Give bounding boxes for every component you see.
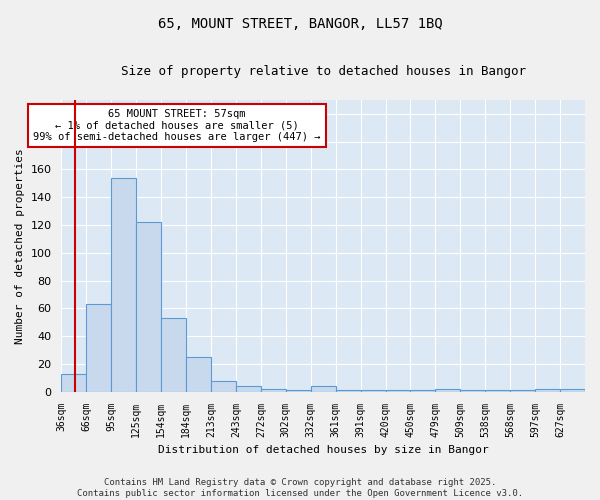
- Bar: [335, 390, 361, 392]
- Bar: [485, 390, 510, 392]
- Bar: [286, 390, 311, 392]
- Bar: [535, 389, 560, 392]
- Text: Contains HM Land Registry data © Crown copyright and database right 2025.
Contai: Contains HM Land Registry data © Crown c…: [77, 478, 523, 498]
- Bar: [560, 389, 585, 392]
- Bar: [186, 357, 211, 392]
- Title: Size of property relative to detached houses in Bangor: Size of property relative to detached ho…: [121, 65, 526, 78]
- Bar: [410, 390, 436, 392]
- Text: 65 MOUNT STREET: 57sqm
← 1% of detached houses are smaller (5)
99% of semi-detac: 65 MOUNT STREET: 57sqm ← 1% of detached …: [33, 109, 320, 142]
- Bar: [61, 374, 86, 392]
- Bar: [161, 318, 186, 392]
- Bar: [460, 390, 485, 392]
- Bar: [86, 304, 111, 392]
- Text: 65, MOUNT STREET, BANGOR, LL57 1BQ: 65, MOUNT STREET, BANGOR, LL57 1BQ: [158, 18, 442, 32]
- Bar: [236, 386, 261, 392]
- Bar: [261, 389, 286, 392]
- Bar: [436, 389, 460, 392]
- Y-axis label: Number of detached properties: Number of detached properties: [15, 148, 25, 344]
- Bar: [510, 390, 535, 392]
- Bar: [361, 390, 386, 392]
- Bar: [211, 380, 236, 392]
- Bar: [386, 390, 410, 392]
- Bar: [311, 386, 335, 392]
- Bar: [136, 222, 161, 392]
- X-axis label: Distribution of detached houses by size in Bangor: Distribution of detached houses by size …: [158, 445, 488, 455]
- Bar: [111, 178, 136, 392]
